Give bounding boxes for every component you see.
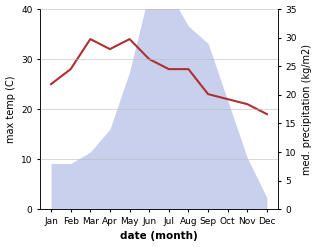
Y-axis label: med. precipitation (kg/m2): med. precipitation (kg/m2)	[302, 44, 313, 175]
X-axis label: date (month): date (month)	[120, 231, 198, 242]
Y-axis label: max temp (C): max temp (C)	[5, 75, 16, 143]
